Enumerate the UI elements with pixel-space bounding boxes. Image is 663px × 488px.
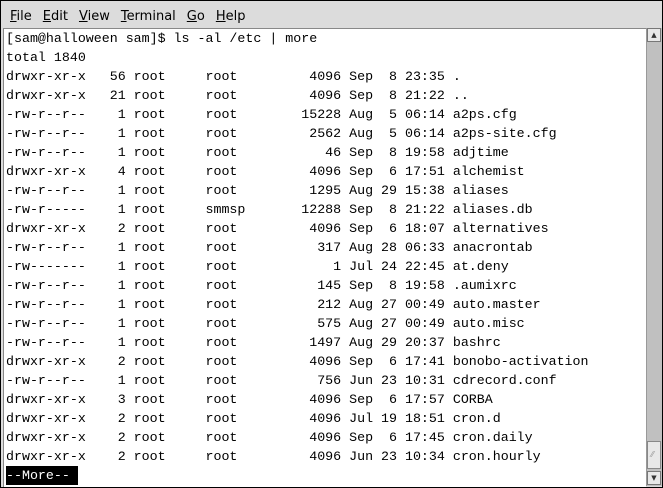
output-line: -rw-r--r-- 1 root root 575 Aug 27 00:49 … [6, 316, 525, 331]
scroll-up-button[interactable]: ▲ [647, 28, 661, 42]
output-line: drwxr-xr-x 21 root root 4096 Sep 8 21:22… [6, 88, 469, 103]
arrow-down-icon: ▼ [651, 474, 657, 482]
arrow-up-icon: ▲ [651, 31, 657, 39]
menu-edit[interactable]: Edit [42, 9, 68, 24]
output-line: drwxr-xr-x 3 root root 4096 Sep 6 17:57 … [6, 392, 493, 407]
output-line: drwxr-xr-x 56 root root 4096 Sep 8 23:35… [6, 69, 461, 84]
output-line: drwxr-xr-x 2 root root 4096 Sep 6 17:41 … [6, 354, 589, 369]
scroll-down-button[interactable]: ▼ [647, 471, 661, 485]
output-line: total 1840 [6, 50, 86, 65]
vertical-scrollbar[interactable]: ▲ ⁄⁄ ▼ [646, 28, 662, 486]
output-line: -rw-r--r-- 1 root root 15228 Aug 5 06:14… [6, 107, 517, 122]
output-line: -rw-r--r-- 1 root root 1295 Aug 29 15:38… [6, 183, 509, 198]
command-prompt-line: [sam@halloween sam]$ ls -al /etc | more [6, 31, 318, 46]
menu-bar: File Edit View Terminal Go Help [1, 1, 662, 28]
terminal-text: [sam@halloween sam]$ ls -al /etc | more t… [6, 29, 589, 485]
menu-help[interactable]: Help [215, 9, 246, 24]
menu-terminal[interactable]: Terminal [120, 9, 176, 24]
output-line: -rw-r--r-- 1 root root 145 Sep 8 19:58 .… [6, 278, 517, 293]
output-line: drwxr-xr-x 4 root root 4096 Sep 6 17:51 … [6, 164, 525, 179]
output-line: drwxr-xr-x 2 root root 4096 Sep 6 17:45 … [6, 430, 533, 445]
output-line: -rw-r----- 1 root smmsp 12288 Sep 8 21:2… [6, 202, 533, 217]
output-line: -rw-r--r-- 1 root root 2562 Aug 5 06:14 … [6, 126, 557, 141]
output-line: drwxr-xr-x 2 root root 4096 Jul 19 18:51… [6, 411, 501, 426]
output-line: -rw-r--r-- 1 root root 1497 Aug 29 20:37… [6, 335, 501, 350]
output-line: drwxr-xr-x 2 root root 4096 Jun 23 10:34… [6, 449, 541, 464]
pager-line: --More-- [6, 466, 589, 485]
scrollbar-thumb[interactable]: ⁄⁄ [647, 441, 661, 469]
output-line: -rw-r--r-- 1 root root 212 Aug 27 00:49 … [6, 297, 541, 312]
output-line: -rw-r--r-- 1 root root 46 Sep 8 19:58 ad… [6, 145, 509, 160]
output-line: drwxr-xr-x 2 root root 4096 Sep 6 18:07 … [6, 221, 549, 236]
terminal-output[interactable]: [sam@halloween sam]$ ls -al /etc | more t… [3, 28, 646, 487]
output-line: -rw------- 1 root root 1 Jul 24 22:45 at… [6, 259, 509, 274]
menu-file[interactable]: File [10, 9, 32, 24]
more-prompt: --More-- [6, 466, 78, 485]
output-line: -rw-r--r-- 1 root root 317 Aug 28 06:33 … [6, 240, 533, 255]
menu-go[interactable]: Go [186, 9, 205, 24]
grip-icon: ⁄⁄ [651, 450, 654, 459]
output-line: -rw-r--r-- 1 root root 756 Jun 23 10:31 … [6, 373, 557, 388]
menu-view[interactable]: View [78, 9, 110, 24]
